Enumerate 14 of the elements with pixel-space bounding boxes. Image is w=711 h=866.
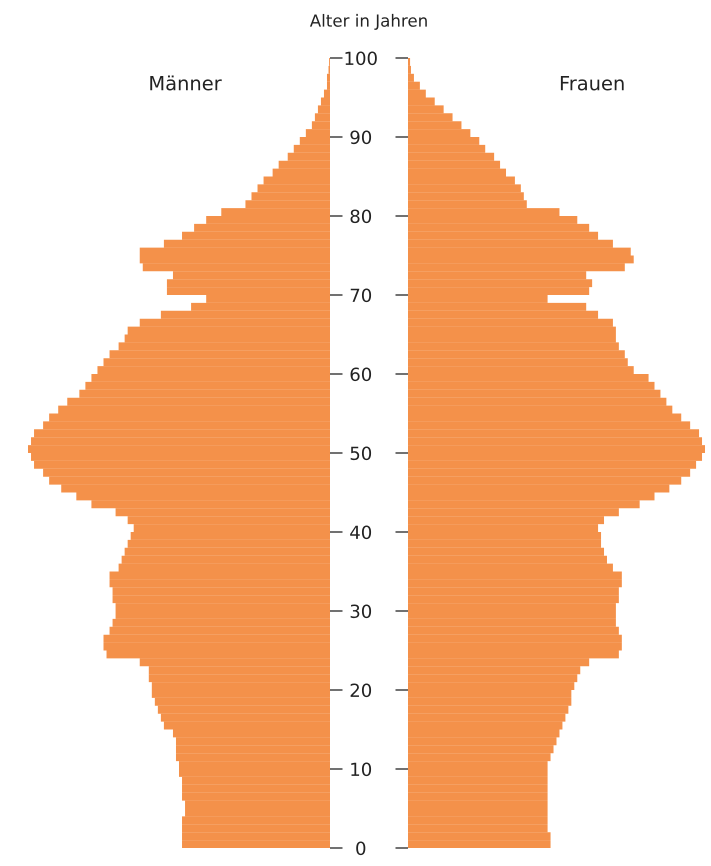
y-tick-label: 40 [350,525,372,540]
y-tick-label: 90 [350,130,372,144]
y-tick-label: 20 [350,683,372,698]
y-tick-label: 100 [346,51,377,66]
y-tick-label: 70 [350,288,372,302]
y-tick-label: 10 [351,762,372,776]
y-tick-label: 0 [356,841,366,856]
y-axis-title: Alter in Jahren [310,14,427,30]
y-tick-label: 60 [350,367,372,382]
y-tick-label: 50 [350,446,372,460]
y-tick-label: 30 [350,604,372,618]
text: Männer [150,75,222,90]
y-tick-label: 80 [350,209,372,224]
text: Frauen [560,76,624,90]
